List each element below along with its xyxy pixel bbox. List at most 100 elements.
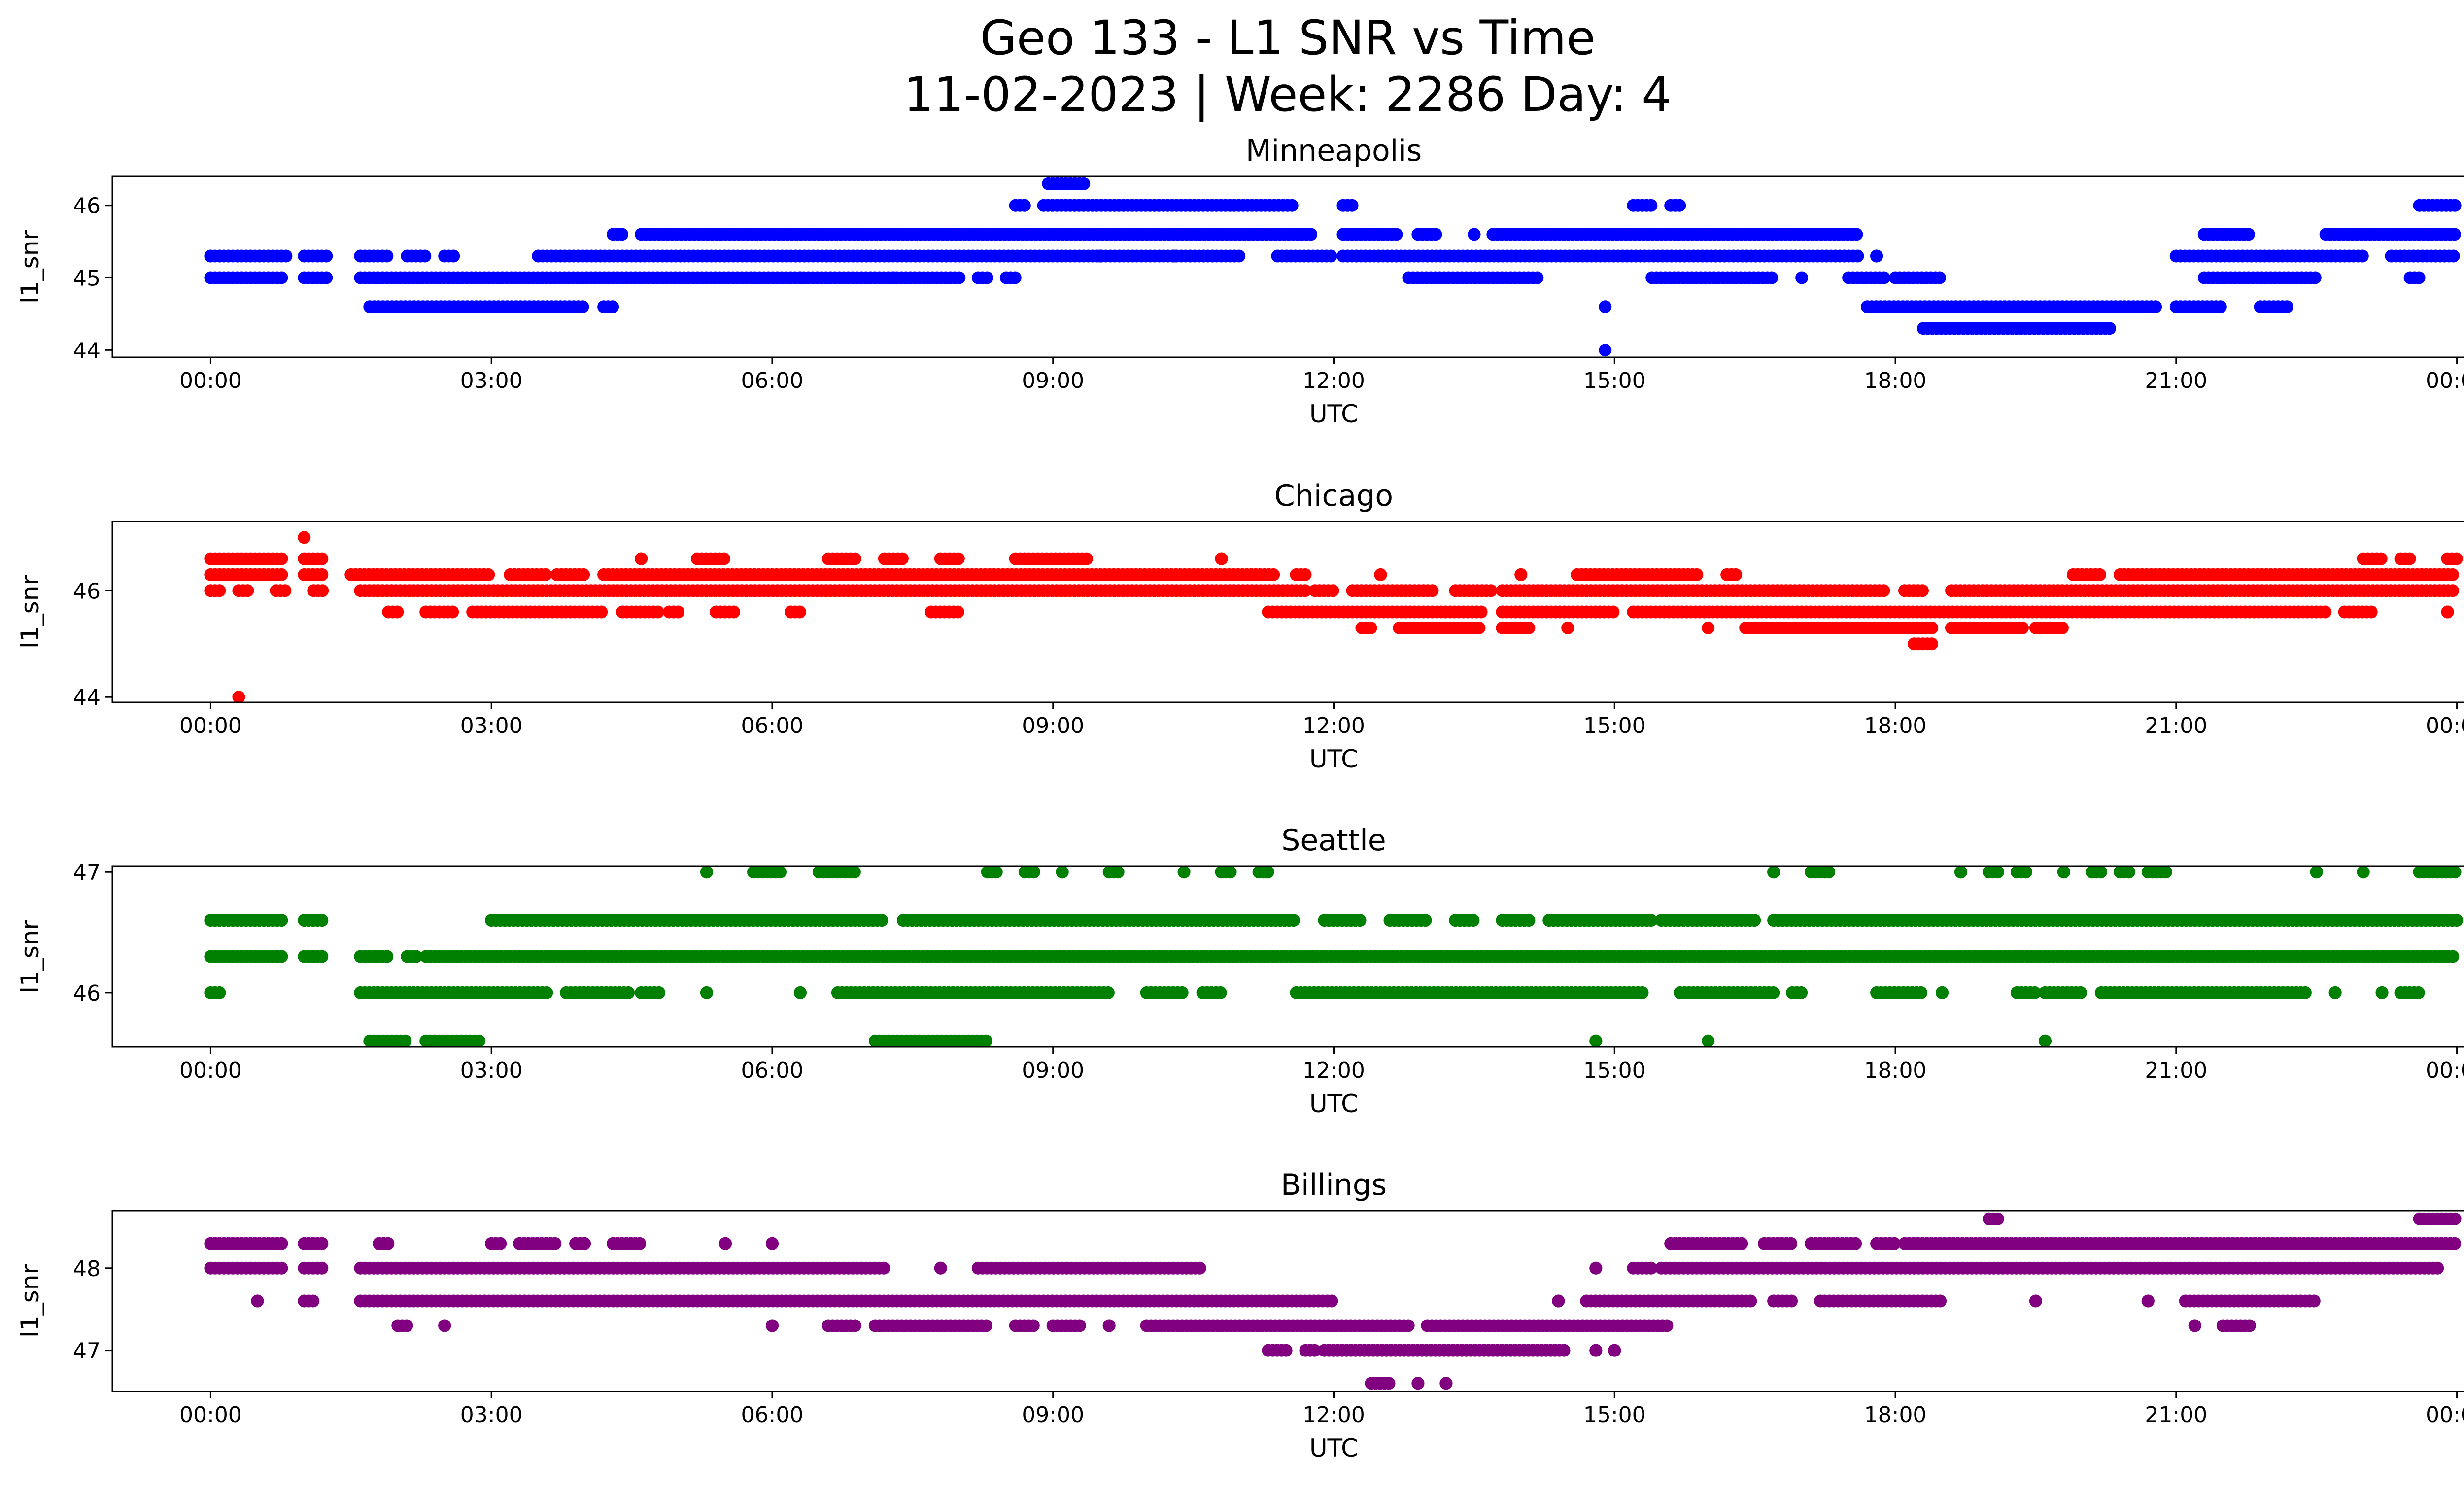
data-point <box>2307 1294 2321 1308</box>
x-tick-label: 00:00 <box>2426 1058 2464 1083</box>
x-tick-label: 09:00 <box>1022 368 1084 393</box>
data-point <box>1027 1319 1040 1332</box>
data-point <box>848 866 861 879</box>
data-series <box>204 531 2463 702</box>
data-point <box>241 584 254 597</box>
data-point <box>2159 866 2172 879</box>
data-point <box>2356 249 2369 263</box>
data-point <box>298 531 311 544</box>
data-point <box>2412 271 2426 284</box>
data-point <box>410 950 423 963</box>
data-point <box>1531 271 1544 284</box>
y-axis-label: l1_snr <box>16 920 44 993</box>
data-point <box>1849 1237 1862 1250</box>
x-tick-label: 06:00 <box>741 713 804 738</box>
data-point <box>616 228 629 241</box>
data-point <box>1472 621 1486 634</box>
data-point <box>2057 866 2070 879</box>
data-point <box>1936 986 1949 999</box>
data-point <box>1077 177 1091 190</box>
data-point <box>275 914 288 927</box>
data-point <box>275 568 288 581</box>
x-tick-label: 15:00 <box>1583 713 1646 738</box>
data-point <box>1561 621 1574 634</box>
data-point <box>1767 866 1780 879</box>
data-point <box>1093 249 1106 263</box>
subplot-title: Chicago <box>1274 479 1393 513</box>
data-point <box>473 1034 486 1047</box>
x-tick-label: 00:00 <box>179 713 242 738</box>
data-point <box>275 271 288 284</box>
data-point <box>793 271 807 284</box>
data-point <box>577 568 590 581</box>
data-point <box>1175 986 1189 999</box>
data-point <box>2450 552 2463 565</box>
data-point <box>418 249 432 263</box>
data-point <box>1933 271 1946 284</box>
data-point <box>1390 228 1403 241</box>
data-point <box>606 300 619 313</box>
data-point <box>1267 568 1280 581</box>
y-tick-label: 46 <box>73 579 101 604</box>
data-point <box>438 1319 451 1332</box>
data-point <box>2280 300 2293 313</box>
data-point <box>990 866 1003 879</box>
data-point <box>279 249 293 263</box>
data-point <box>315 914 329 927</box>
data-point <box>539 568 552 581</box>
data-point <box>1877 584 1890 597</box>
data-point <box>391 605 404 619</box>
x-tick-label: 09:00 <box>1022 1058 1084 1083</box>
subplot-title: Billings <box>1281 1168 1387 1202</box>
data-point <box>315 568 329 581</box>
data-point <box>315 1261 329 1275</box>
data-point <box>1214 986 1227 999</box>
data-point <box>2310 866 2323 879</box>
data-point <box>400 1319 413 1332</box>
y-tick-label: 44 <box>73 685 101 710</box>
data-point <box>848 1319 861 1332</box>
data-point <box>1636 986 1649 999</box>
x-tick-label: 15:00 <box>1583 368 1646 393</box>
data-point <box>275 1261 288 1275</box>
data-point <box>766 1237 779 1250</box>
data-point <box>2242 228 2255 241</box>
data-point <box>2103 322 2116 335</box>
x-tick-label: 06:00 <box>741 368 804 393</box>
data-point <box>1224 866 1237 879</box>
data-point <box>1326 584 1339 597</box>
data-point <box>2308 271 2322 284</box>
data-point <box>2328 986 2342 999</box>
data-point <box>672 605 684 619</box>
data-point <box>651 605 665 619</box>
data-point <box>1353 914 1367 927</box>
data-point <box>1915 986 1928 999</box>
x-tick-label: 03:00 <box>460 713 523 738</box>
data-point <box>700 866 713 879</box>
data-point <box>232 691 245 702</box>
data-point <box>548 1237 562 1250</box>
data-point <box>1102 1319 1116 1332</box>
data-point <box>1484 584 1498 597</box>
data-point <box>2446 950 2460 963</box>
x-tick-label: 00:00 <box>2426 368 2464 393</box>
data-point <box>380 950 394 963</box>
data-point <box>1795 986 1808 999</box>
x-tick-label: 00:00 <box>2426 713 2464 738</box>
data-point <box>1785 1294 1798 1308</box>
data-point <box>1690 568 1704 581</box>
data-point <box>1018 199 1031 212</box>
data-point <box>1324 249 1337 263</box>
data-point <box>1299 584 1312 597</box>
data-point <box>278 584 292 597</box>
data-point <box>875 914 889 927</box>
y-tick-label: 46 <box>73 981 101 1006</box>
data-point <box>1589 1034 1603 1047</box>
data-point <box>2364 605 2378 619</box>
data-point <box>1991 866 2004 879</box>
x-axis-label: UTC <box>1309 1089 1358 1118</box>
data-point <box>1008 271 1022 284</box>
data-point <box>2141 1294 2155 1308</box>
data-point <box>2448 866 2462 879</box>
